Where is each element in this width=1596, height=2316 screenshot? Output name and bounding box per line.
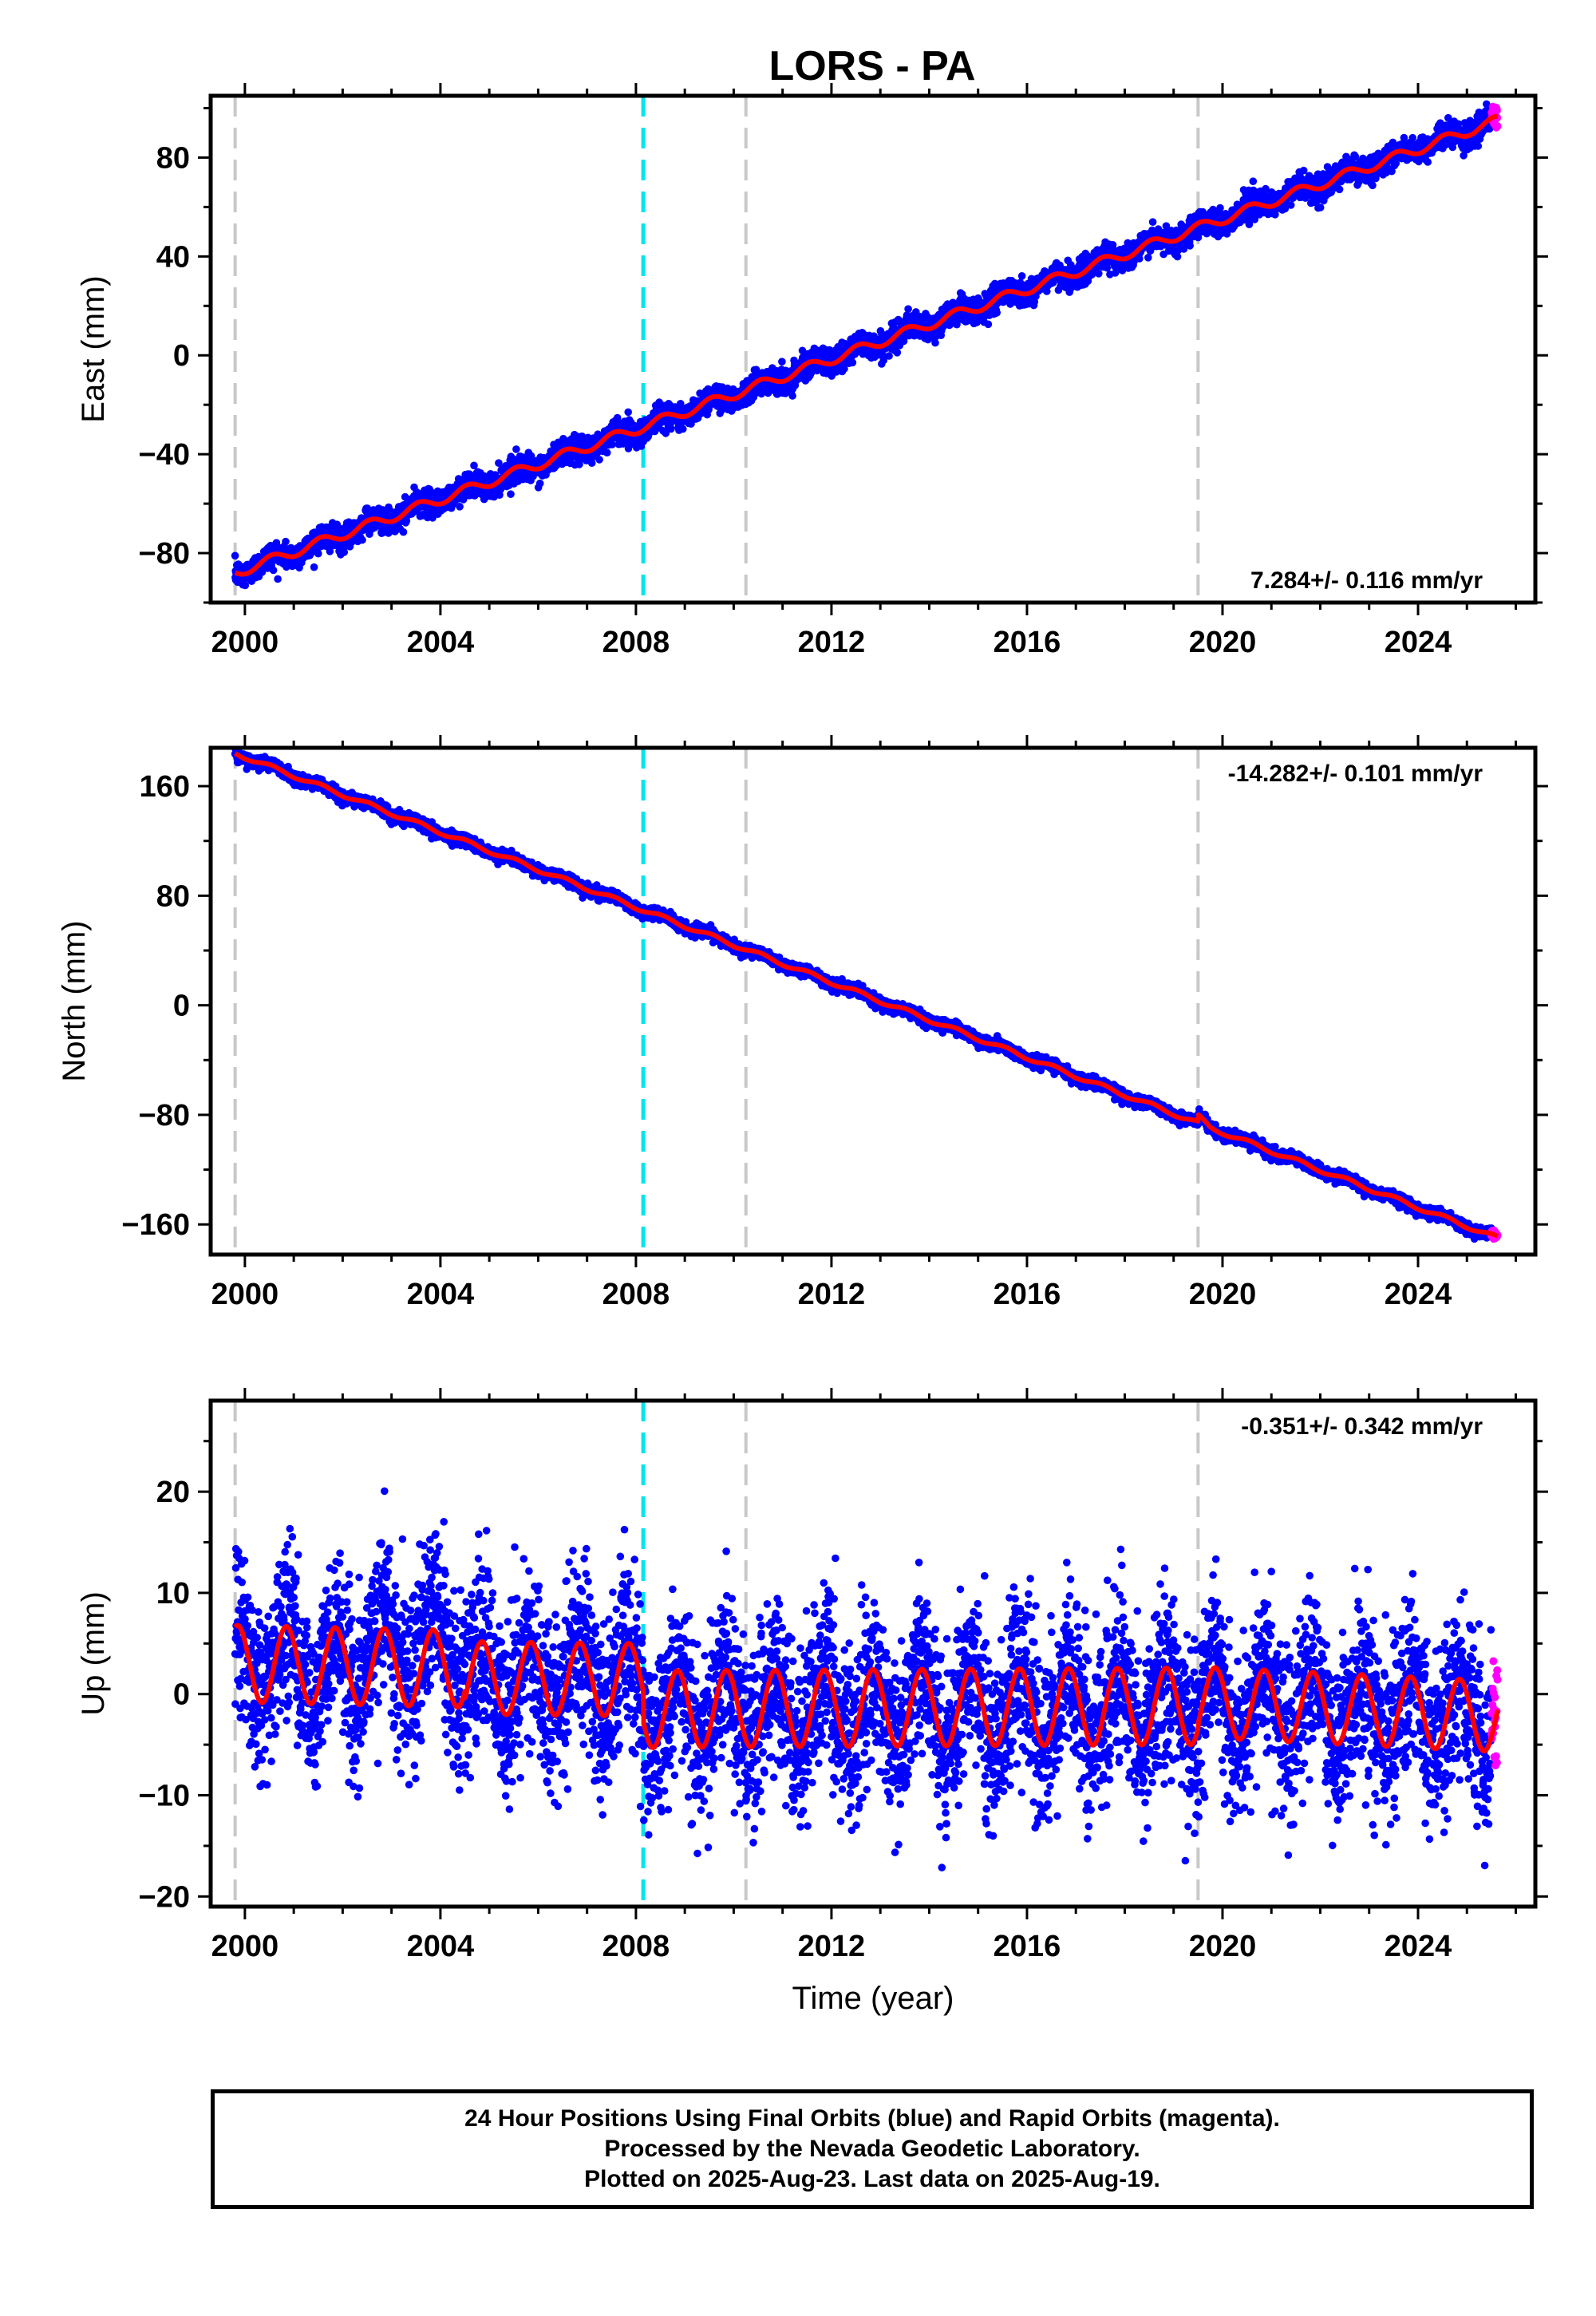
final-orbit-point — [904, 305, 912, 314]
final-orbit-point — [535, 479, 544, 488]
final-orbit-point — [1186, 242, 1194, 250]
final-orbit-point — [340, 548, 349, 556]
final-orbit-point — [1316, 204, 1325, 211]
final-orbit-point — [231, 551, 239, 560]
final-orbit-point — [470, 461, 478, 470]
final-orbit-point — [272, 539, 281, 547]
final-orbit-point — [269, 566, 278, 575]
final-orbit-point — [399, 528, 408, 536]
final-orbit-point — [314, 549, 322, 558]
final-orbit-point — [456, 503, 464, 511]
final-orbit-point — [1249, 177, 1258, 185]
final-orbit-point — [241, 581, 250, 590]
final-orbit-point — [1095, 270, 1103, 278]
final-orbit-point — [778, 358, 786, 366]
east-panel: 2000 2004 2008 2012 2016 2020 2024−80−4004080E… — [76, 83, 1548, 659]
final-orbit-point — [624, 408, 632, 417]
final-orbit-point — [1216, 204, 1224, 212]
final-orbit-point — [679, 425, 687, 433]
final-orbit-point — [507, 490, 515, 498]
final-orbit-point — [1286, 201, 1295, 209]
final-orbit-point — [984, 320, 993, 329]
final-orbit-point — [993, 309, 1001, 317]
final-orbit-point — [495, 459, 503, 467]
final-orbit-point — [282, 537, 290, 546]
final-orbit-point — [1148, 218, 1157, 227]
final-orbit-point — [512, 445, 520, 453]
final-orbit-point — [1144, 254, 1152, 262]
final-orbit-point — [885, 352, 893, 360]
final-orbit-point — [608, 441, 616, 449]
final-orbit-point — [667, 425, 675, 433]
final-orbit-point — [893, 349, 902, 357]
final-orbit-point — [1017, 272, 1026, 280]
final-orbit-point — [602, 449, 611, 456]
final-orbit-point — [587, 459, 596, 467]
final-orbit-point — [358, 536, 366, 544]
final-orbit-point — [788, 392, 796, 400]
final-orbit-point — [931, 338, 939, 347]
final-orbit-point — [310, 563, 318, 571]
chart-title: LORS - PA — [768, 43, 975, 89]
final-orbit-point — [274, 575, 282, 583]
final-orbit-point — [575, 460, 583, 468]
final-orbit-point — [848, 358, 857, 367]
final-orbit-point — [595, 456, 603, 464]
